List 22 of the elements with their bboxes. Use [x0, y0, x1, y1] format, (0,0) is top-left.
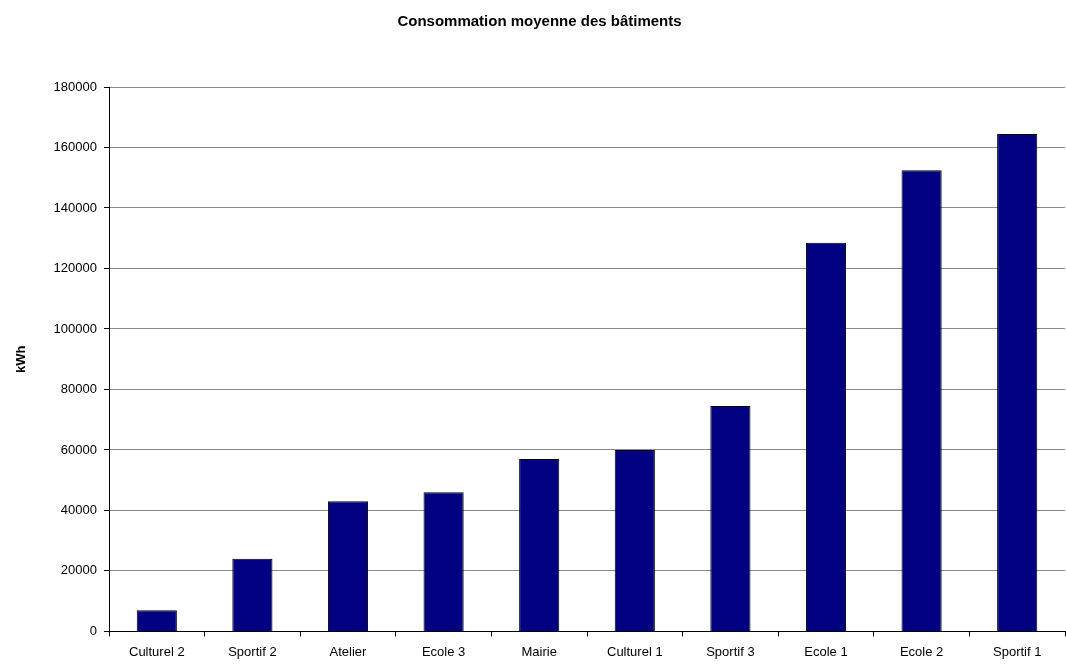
chart-title: Consommation moyenne des bâtiments	[397, 12, 682, 30]
x-tick-label: Culturel 2	[128, 643, 185, 659]
x-tick-label: Mairie	[521, 643, 557, 659]
x-tick-label: Sportif 3	[706, 643, 755, 659]
y-tick-label: 20000	[60, 562, 97, 578]
y-tick-label: 180000	[53, 78, 97, 94]
y-tick-label: 40000	[60, 502, 97, 517]
x-tick-label: Atelier	[329, 643, 368, 659]
x-tick-label: Culturel 1	[606, 643, 663, 659]
x-tick-label: Sportif 1	[992, 643, 1042, 659]
x-tick-label: Ecole 2	[899, 643, 944, 659]
y-tick-label: 120000	[53, 260, 97, 276]
x-tick-label: Sportif 2	[228, 643, 277, 659]
x-tick-label: Ecole 3	[421, 643, 466, 659]
y-tick-label: 160000	[53, 139, 97, 155]
y-axis-title: kWh	[13, 345, 29, 373]
y-tick-label: 60000	[60, 441, 97, 457]
y-tick-label: 0	[89, 622, 97, 638]
x-tick-label: Ecole 1	[804, 643, 848, 659]
y-tick-label: 100000	[53, 320, 97, 336]
y-tick-label: 140000	[53, 199, 97, 215]
y-tick-label: 80000	[60, 381, 97, 397]
